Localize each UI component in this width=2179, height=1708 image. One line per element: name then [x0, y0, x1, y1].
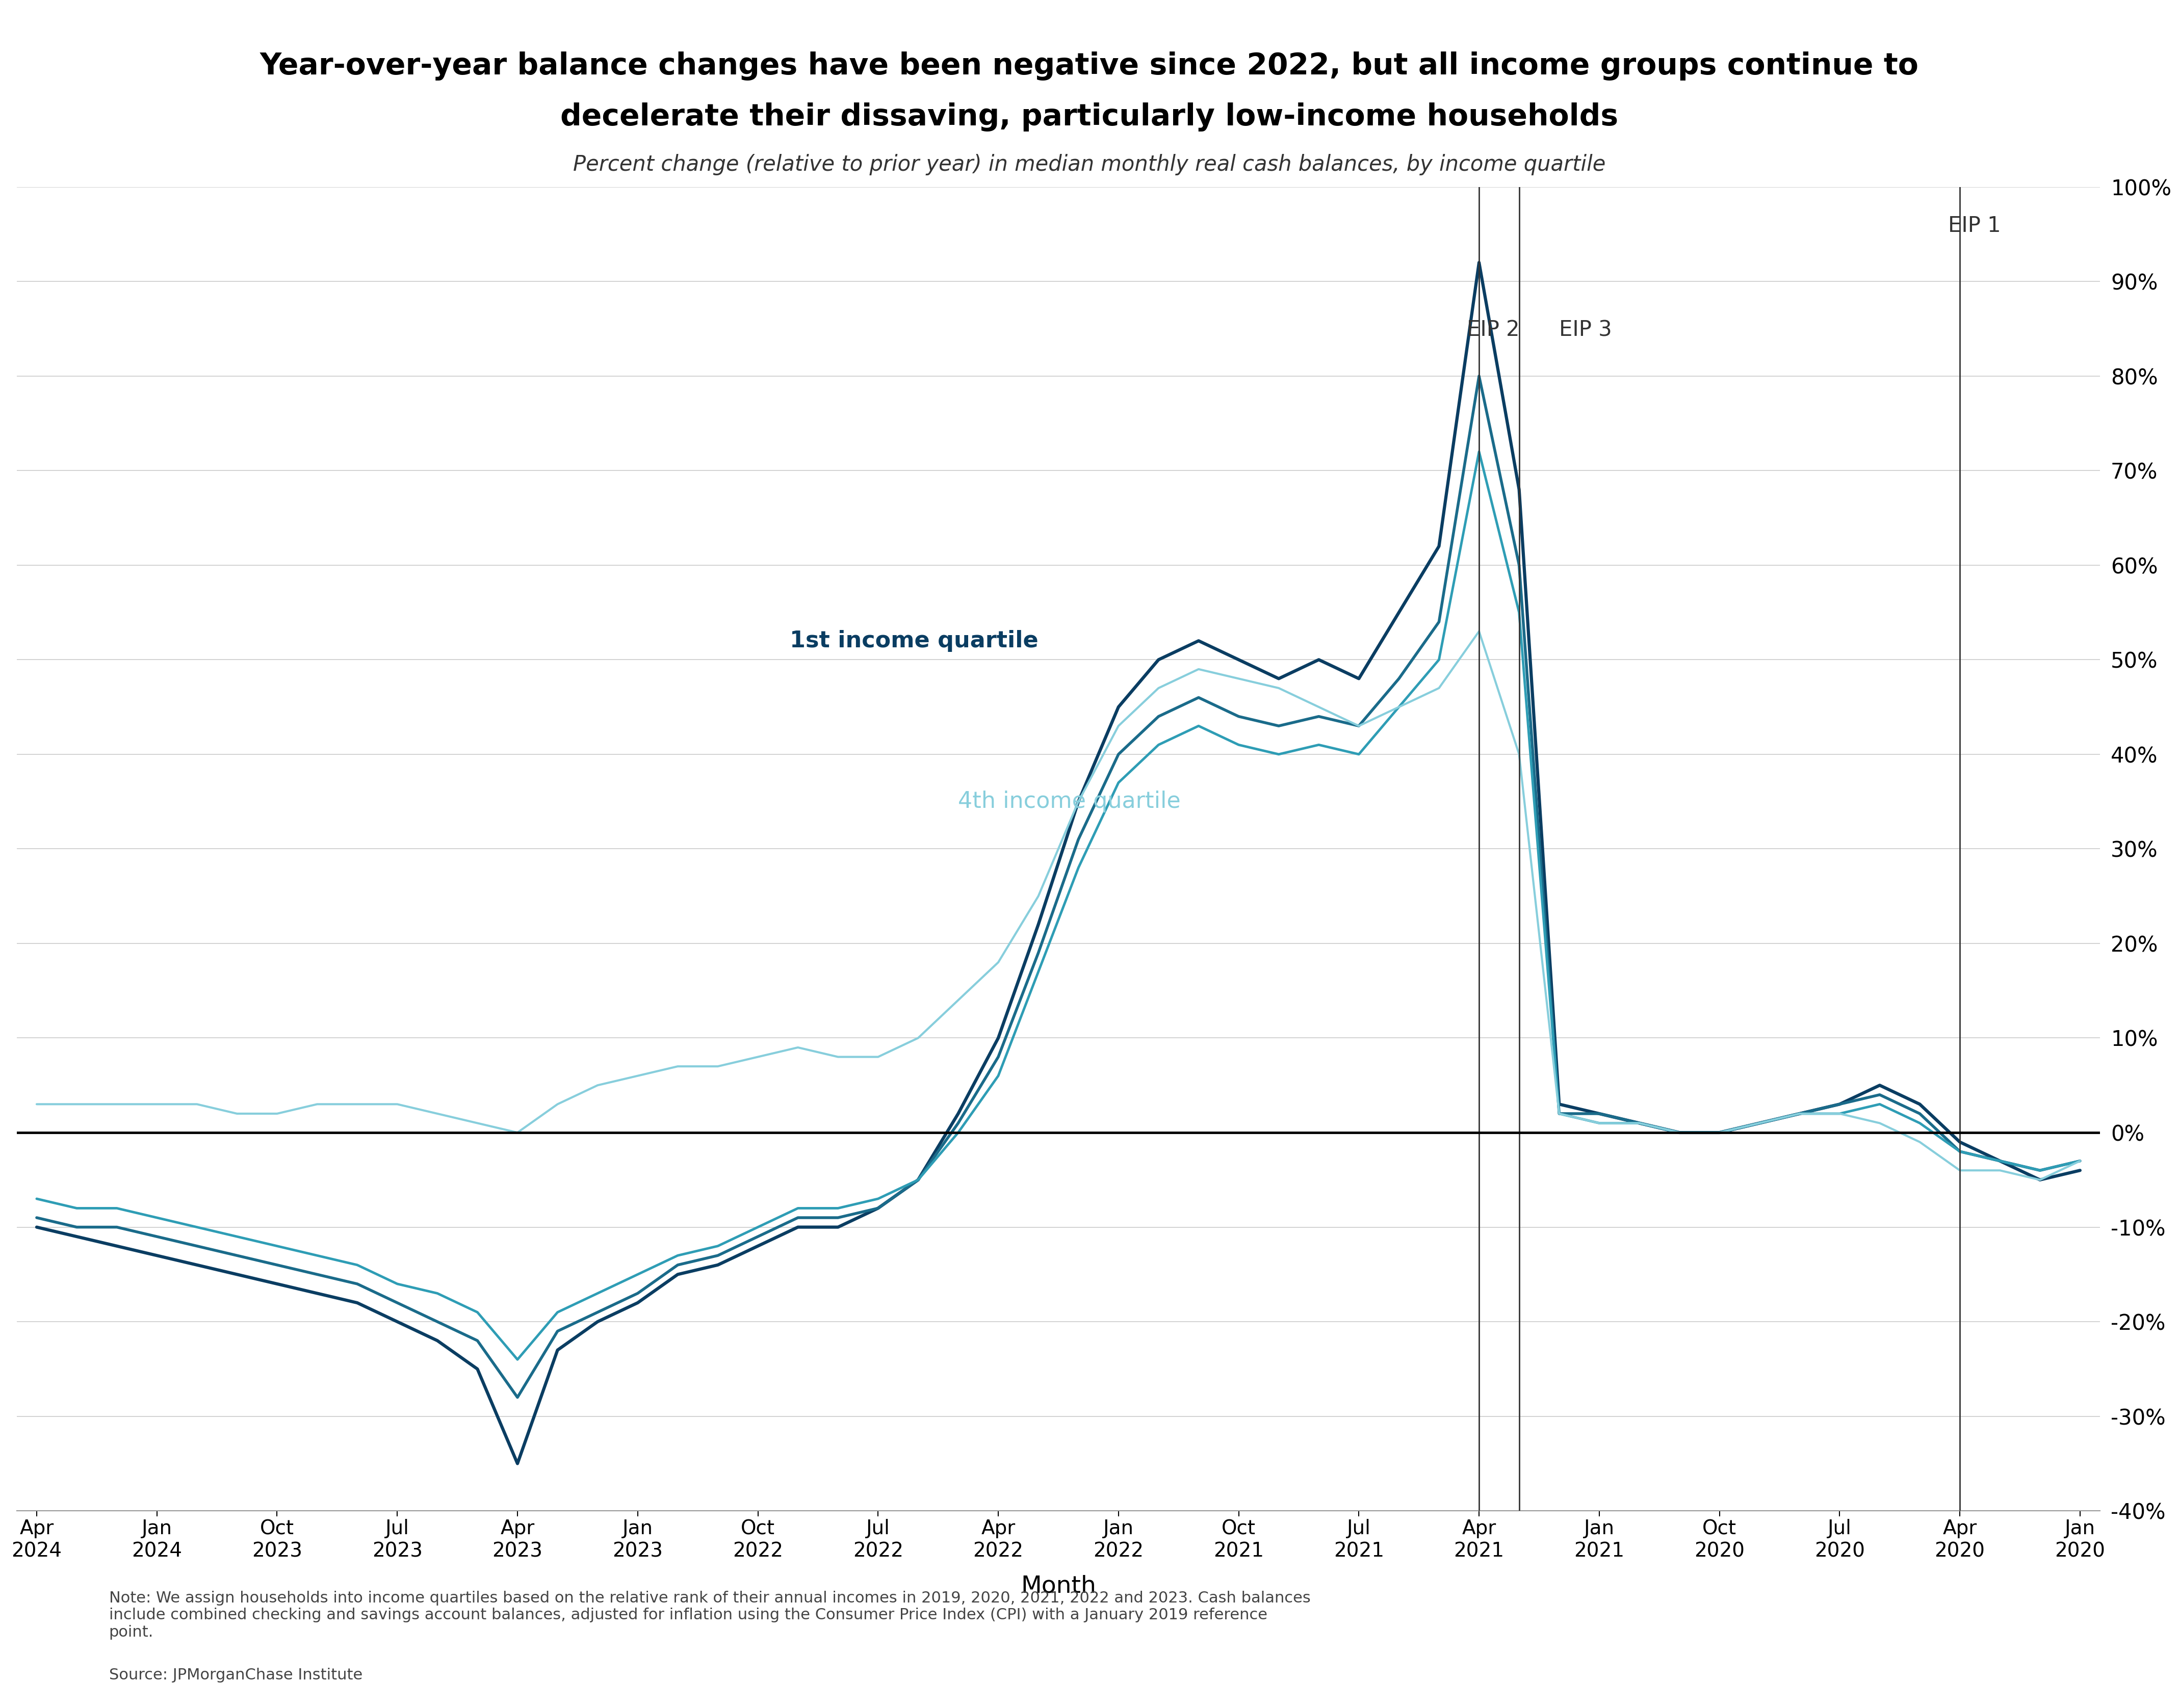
- Text: 1st income quartile: 1st income quartile: [789, 630, 1039, 652]
- X-axis label: Month: Month: [1020, 1575, 1096, 1599]
- Text: decelerate their dissaving, particularly low-income households: decelerate their dissaving, particularly…: [560, 102, 1619, 132]
- Text: Note: We assign households into income quartiles based on the relative rank of t: Note: We assign households into income q…: [109, 1590, 1310, 1640]
- Text: Source: JPMorganChase Institute: Source: JPMorganChase Institute: [109, 1667, 362, 1682]
- Text: EIP 1: EIP 1: [1948, 215, 2000, 237]
- Text: Percent change (relative to prior year) in median monthly real cash balances, by: Percent change (relative to prior year) …: [573, 154, 1606, 176]
- Text: EIP 2: EIP 2: [1466, 319, 1519, 340]
- Text: Year-over-year balance changes have been negative since 2022, but all income gro: Year-over-year balance changes have been…: [259, 51, 1920, 80]
- Text: EIP 3: EIP 3: [1560, 319, 1612, 340]
- Text: 4th income quartile: 4th income quartile: [959, 791, 1181, 813]
